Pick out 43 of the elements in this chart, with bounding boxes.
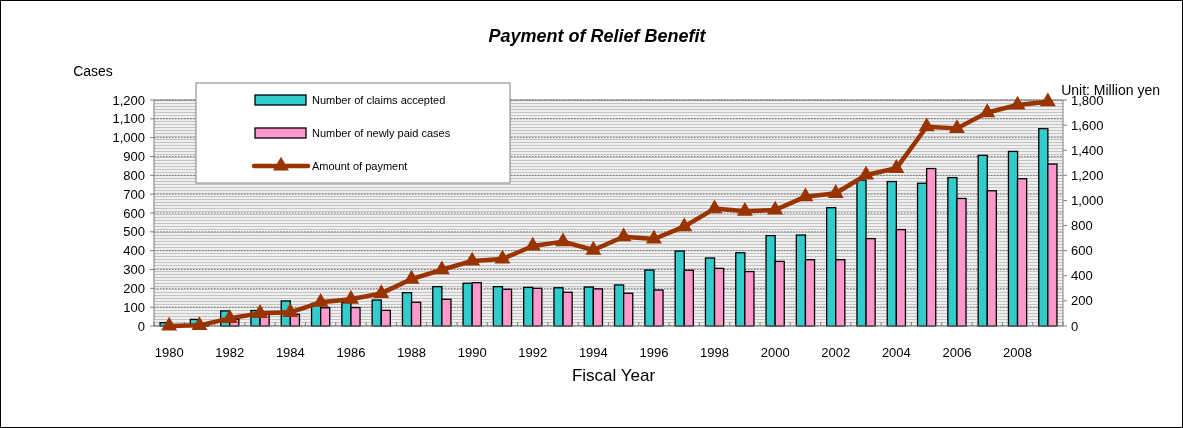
x-tick-label: 1998: [700, 345, 730, 360]
y-tick-label: 1,100: [112, 111, 145, 127]
x-tick-label: 2006: [942, 345, 972, 360]
y2-tick-label: 1,600: [1071, 117, 1104, 133]
y-tick-label: 700: [123, 186, 145, 202]
legend-label: Number of claims accepted: [312, 93, 446, 106]
y2-tick-label: 800: [1071, 218, 1093, 234]
y2-tick-label: 1,400: [1071, 142, 1104, 158]
x-tick-label: 1984: [275, 345, 305, 360]
x-tick-label: 1982: [215, 345, 245, 360]
x-tick-label: 1986: [336, 345, 366, 360]
y-tick-label: 600: [123, 205, 145, 221]
y-tick-label: 1,200: [112, 92, 145, 108]
x-tick-label: 1996: [639, 345, 669, 360]
y-axis-title: Cases: [73, 63, 113, 79]
y2-tick-label: 1,000: [1071, 192, 1104, 208]
x-tick-label: 2008: [1003, 345, 1033, 360]
legend-label: Amount of payment: [312, 159, 408, 172]
x-tick-label: 1980: [154, 345, 184, 360]
y2-tick-label: 400: [1071, 268, 1093, 284]
x-tick-label: 2000: [760, 345, 790, 360]
x-axis-title: Fiscal Year: [571, 366, 656, 385]
x-tick-label: 1994: [578, 345, 608, 360]
y2-tick-label: 200: [1071, 293, 1093, 309]
y2-tick-label: 600: [1071, 243, 1093, 259]
y-tick-label: 300: [123, 262, 145, 278]
x-tick-label: 2002: [821, 345, 851, 360]
y-tick-label: 200: [123, 280, 145, 296]
x-tick-label: 2004: [881, 345, 911, 360]
y-tick-label: 500: [123, 224, 145, 240]
y-tick-label: 100: [123, 299, 145, 315]
y-tick-label: 400: [123, 243, 145, 259]
x-tick-label: 1988: [397, 345, 427, 360]
y-tick-label: 900: [123, 149, 145, 165]
chart-title: Payment of Relief Benefit: [488, 26, 707, 46]
legend-label: Number of newly paid cases: [312, 126, 451, 139]
x-tick-label: 1990: [457, 345, 487, 360]
x-tick-label: 1992: [518, 345, 548, 360]
y-tick-label: 800: [123, 167, 145, 183]
y2-tick-label: 0: [1071, 318, 1079, 334]
y-tick-label: 0: [137, 318, 145, 334]
y-tick-label: 1,000: [112, 130, 145, 146]
y2-tick-label: 1,200: [1071, 167, 1104, 183]
